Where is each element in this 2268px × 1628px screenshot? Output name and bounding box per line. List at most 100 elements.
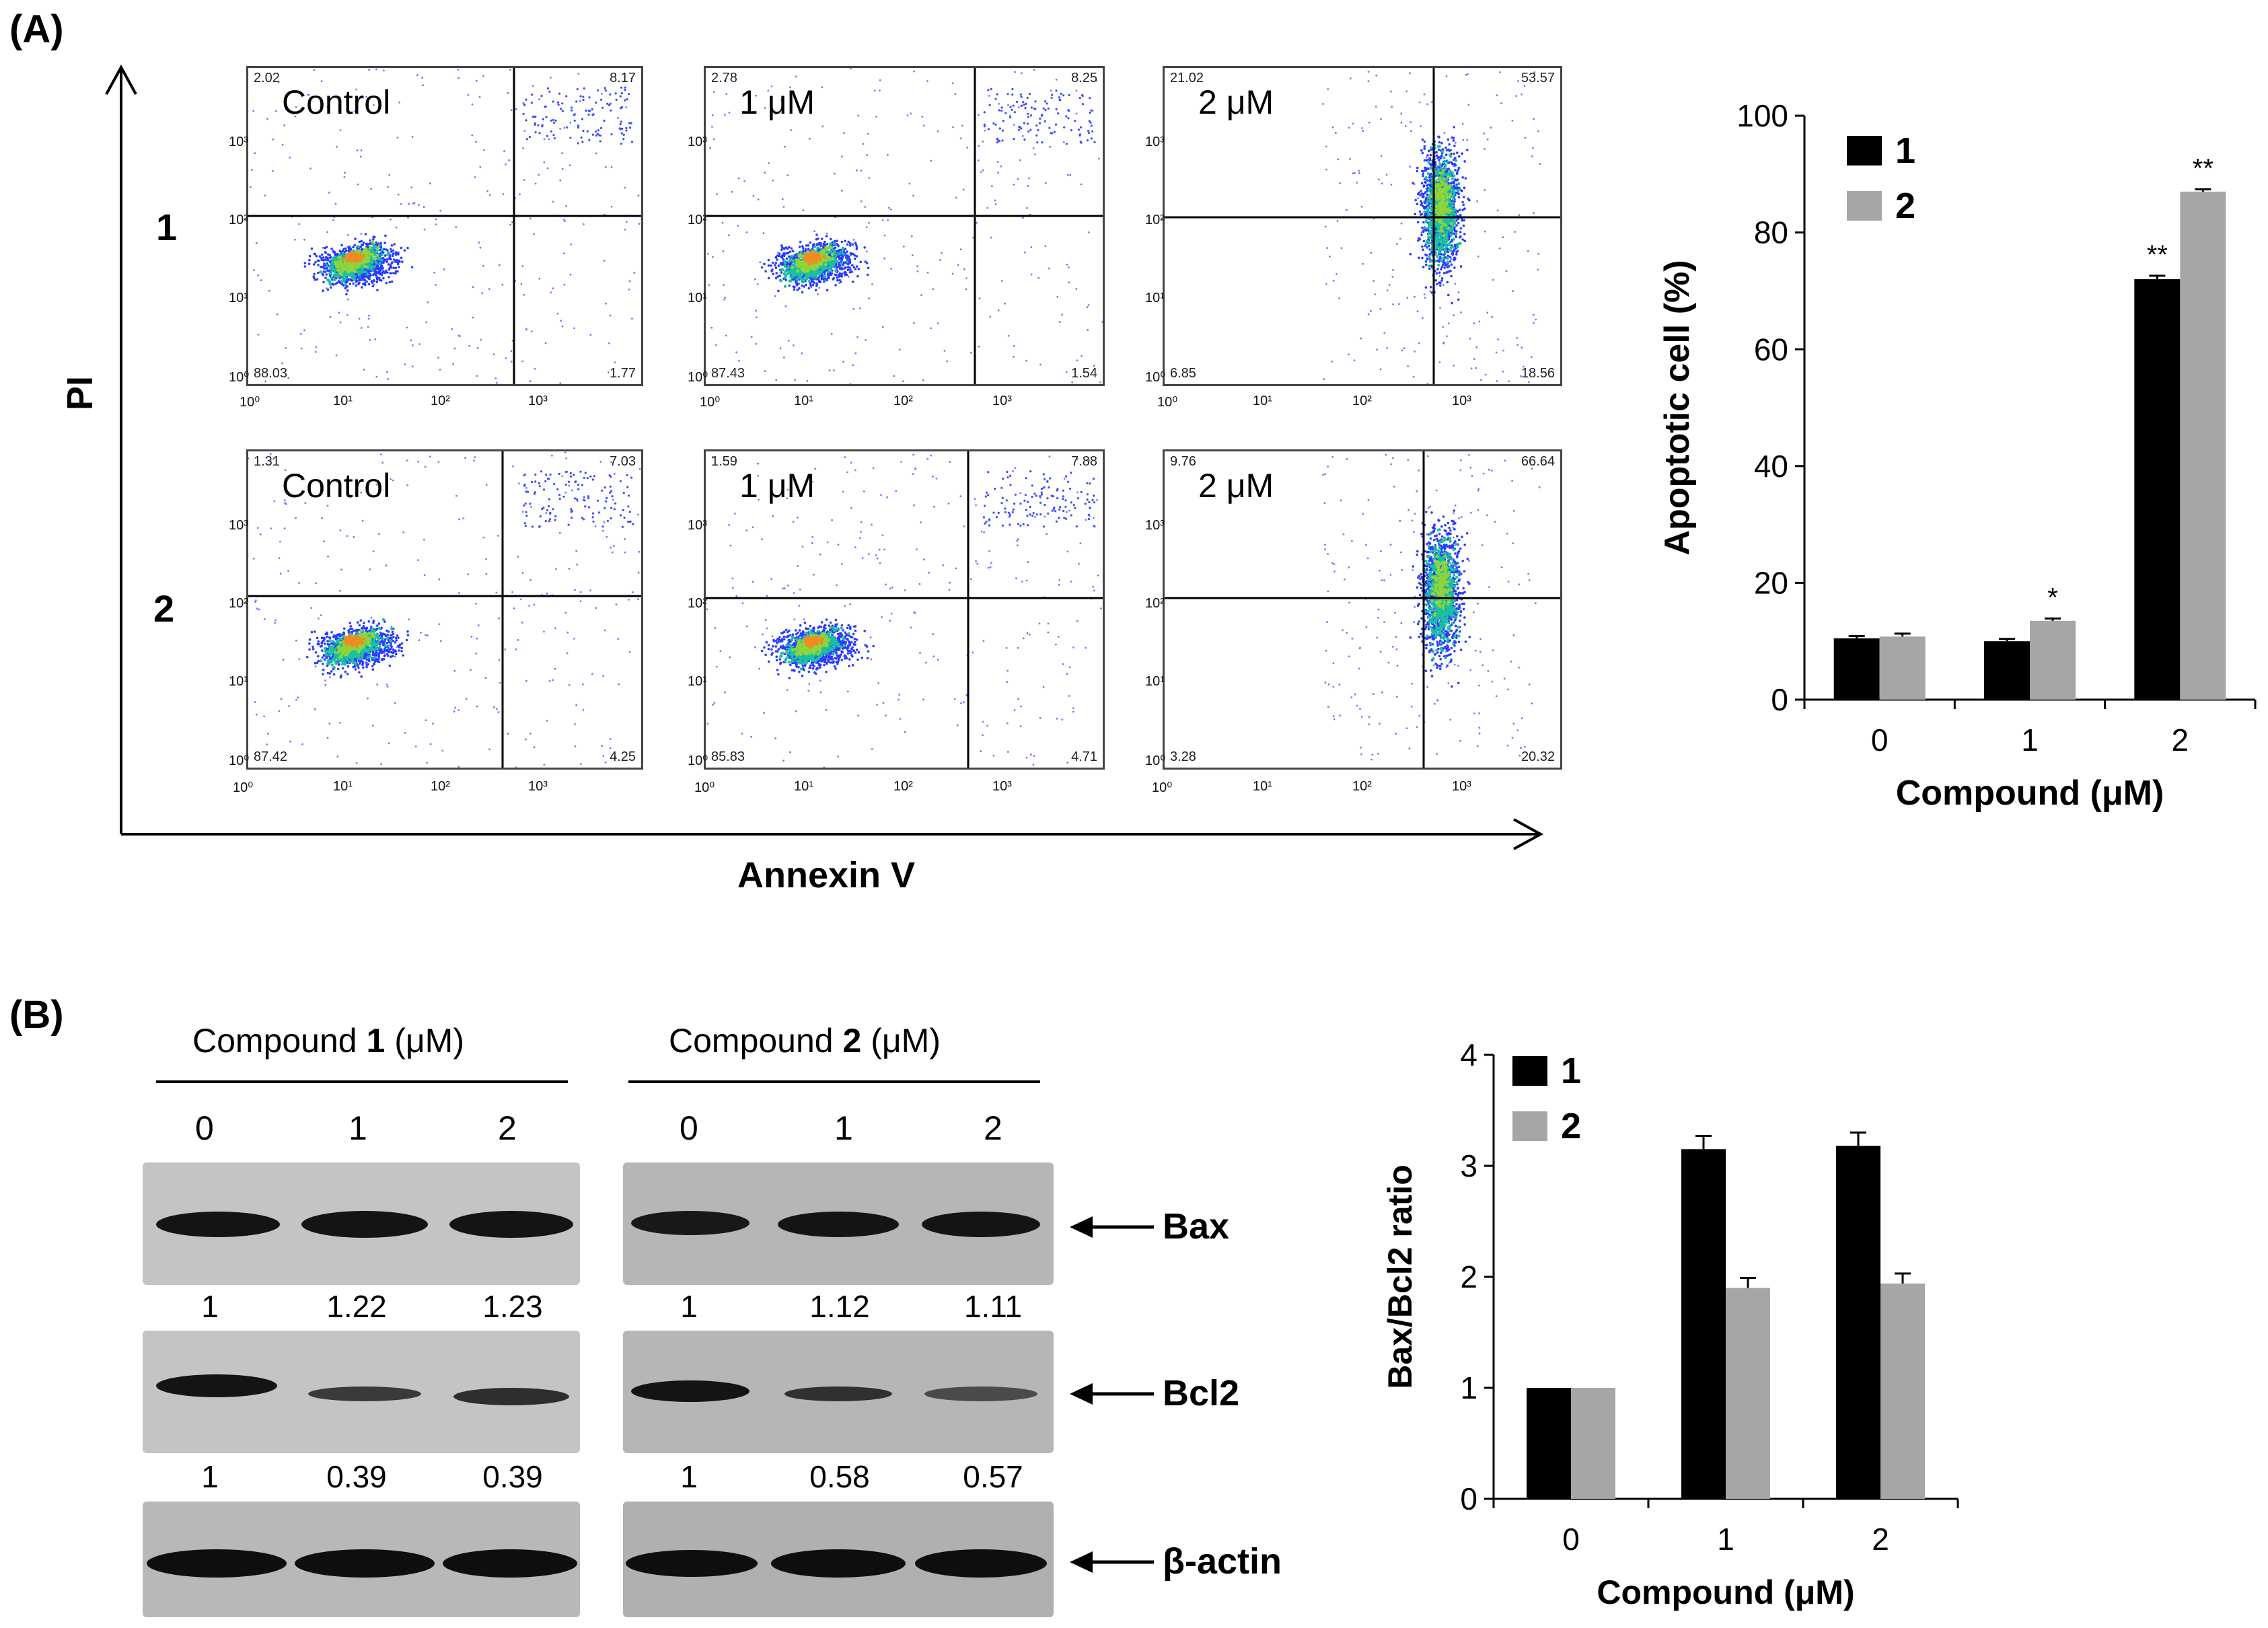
x-tick: 10¹	[1253, 394, 1272, 408]
quadrant-ul-value: 9.76	[1170, 454, 1196, 469]
actin-bands	[147, 1549, 577, 1578]
x-tick: 10⁰	[700, 395, 721, 410]
bcl2-ratio-value: 0.39	[326, 1459, 387, 1494]
dot-cloud	[707, 68, 1103, 384]
y-tick: 10¹	[1145, 291, 1165, 305]
y-tick: 10¹	[1145, 674, 1165, 689]
bax-blot-compound-1	[143, 1162, 580, 1285]
quadrant-lr-value: 1.54	[1071, 366, 1097, 381]
dot-plot-2-control: 1.31 7.03 87.42 4.25 Control	[246, 449, 643, 770]
y-tick-label: 40	[1754, 449, 1788, 484]
condition-label: 2 μM	[1198, 83, 1274, 121]
legend-label-1: 1	[1895, 131, 1915, 171]
y-tick: 10²	[688, 596, 707, 611]
y-tick: 10²	[229, 596, 248, 611]
y-tick-label: 2	[1460, 1259, 1477, 1294]
y-tick-label: 0	[1771, 682, 1788, 717]
legend-swatch-2	[1512, 1111, 1547, 1141]
condition-label: 2 μM	[1198, 467, 1274, 505]
dose-label: 1	[834, 1109, 853, 1147]
x-axis-title: Compound (μM)	[1597, 1574, 1854, 1611]
x-tick-label: 0	[1562, 1522, 1580, 1557]
y-tick: 10¹	[229, 674, 248, 689]
compound-2-underline	[628, 1080, 1040, 1083]
flow-row-label-1: 1	[156, 206, 178, 248]
dot-plot-1-2um: 21.02 53.57 6.85 18.56 2 μM	[1163, 66, 1562, 386]
bcl2-blot-compound-2	[623, 1331, 1054, 1453]
flow-row-label-2: 2	[153, 587, 175, 630]
significance-marker: *	[2047, 583, 2058, 612]
legend-label-2: 2	[1895, 186, 1915, 226]
bar-series-1-cat-2	[1836, 1146, 1880, 1499]
x-tick: 10²	[893, 394, 913, 408]
x-tick: 10⁰	[1157, 395, 1178, 410]
y-tick: 10⁰	[1145, 753, 1166, 768]
dot-plot-1-1um: 2.78 8.25 87.43 1.54 1 μM	[704, 66, 1105, 386]
compound-1-header: Compound 1 (μM)	[192, 1022, 464, 1060]
bar-series-2-cat-1	[1726, 1288, 1770, 1499]
dose-label: 2	[984, 1109, 1002, 1147]
legend-swatch-2	[1847, 191, 1882, 221]
x-tick: 10²	[1352, 394, 1372, 408]
y-tick: 10³	[1145, 518, 1165, 533]
quadrant-ul-value: 2.78	[711, 71, 737, 85]
dot-cloud	[1322, 453, 1541, 761]
bar-series-2-cat-0	[1571, 1388, 1615, 1499]
x-tick: 10⁰	[233, 780, 254, 795]
significance-marker: **	[2193, 153, 2214, 183]
y-tick-label: 80	[1754, 215, 1788, 250]
quadrant-ur-value: 8.17	[610, 71, 636, 85]
flow-axes	[105, 64, 1544, 850]
bar-series-2-cat-1	[2030, 620, 2076, 700]
panel-b-label: (B)	[9, 993, 64, 1037]
x-tick-label: 1	[2021, 723, 2039, 757]
bax-ratio-value: 1.22	[326, 1289, 387, 1324]
panel-a-label: (A)	[9, 7, 64, 51]
quadrant-gates	[706, 68, 1103, 384]
significance-marker: **	[2147, 240, 2168, 270]
y-tick: 10²	[1145, 596, 1165, 611]
dot-cloud	[248, 451, 641, 768]
x-tick-label: 1	[1717, 1522, 1734, 1557]
y-tick: 10²	[229, 213, 248, 227]
y-tick: 10⁰	[229, 753, 250, 768]
flow-y-arrowhead	[105, 64, 137, 95]
y-tick: 10³	[688, 518, 707, 533]
x-tick: 10³	[992, 394, 1012, 408]
y-tick-label: 3	[1460, 1148, 1477, 1183]
bcl2-arrow-icon	[1070, 1383, 1154, 1405]
bcl2-ratio-value: 1	[201, 1459, 219, 1494]
y-tick: 10³	[688, 135, 707, 149]
quadrant-ur-value: 7.88	[1071, 454, 1097, 469]
bax-ratio-value: 1.11	[963, 1289, 1023, 1324]
y-axis-title: Bax/Bcl2 ratio	[1381, 1164, 1419, 1389]
x-tick: 10¹	[333, 779, 353, 794]
dose-label: 0	[195, 1109, 214, 1147]
bar-series-1-cat-1	[1984, 641, 2030, 700]
actin-blot-compound-2	[623, 1502, 1054, 1617]
dot-plot-2-1um: 1.59 7.88 85.83 4.71 1 μM	[704, 449, 1105, 770]
bar-series-2-cat-2	[1880, 1283, 1925, 1499]
y-tick: 10¹	[688, 291, 707, 305]
x-tick: 10²	[431, 779, 450, 794]
y-tick-label: 1	[1460, 1370, 1477, 1405]
bax-ratio-value: 1	[201, 1289, 219, 1324]
quadrant-lr-value: 1.77	[610, 366, 636, 381]
dot-cloud	[706, 453, 1102, 768]
bax-arrow-icon	[1070, 1216, 1154, 1238]
quadrant-lr-value: 18.56	[1521, 366, 1555, 381]
condition-label: 1 μM	[739, 467, 815, 505]
y-tick: 10³	[229, 518, 248, 533]
quadrant-lr-value: 4.25	[610, 749, 636, 764]
condition-label: Control	[282, 467, 391, 505]
y-tick: 10¹	[688, 674, 707, 689]
y-axis-title: Apoptotic cell (%)	[1658, 260, 1697, 555]
quadrant-ll-value: 88.03	[254, 366, 288, 381]
legend-swatch-1	[1847, 136, 1882, 165]
dot-plot-2-2um: 9.76 66.64 3.28 20.32 2 μM	[1163, 449, 1562, 770]
bcl2-ratio-value: 0.57	[963, 1459, 1023, 1494]
bax-ratio-value: 1.12	[809, 1289, 870, 1324]
dose-label: 2	[498, 1109, 517, 1147]
y-tick-label: 20	[1754, 566, 1788, 601]
bar-series-1-cat-0	[1527, 1388, 1571, 1499]
